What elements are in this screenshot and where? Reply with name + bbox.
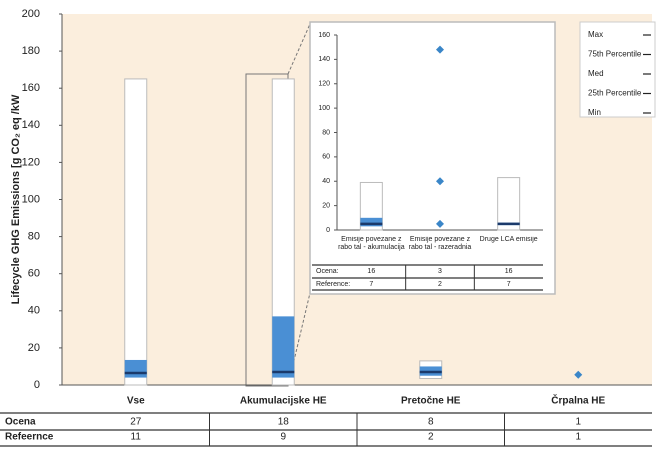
x-tick-label-box: Emisije povezane z rabo tal - razeradnia [408,236,472,251]
y-tick-label: 20 [28,342,40,354]
y-tick-label: 200 [22,8,40,20]
y-tick-label: 40 [28,305,40,317]
y-tick-label: 60 [28,268,40,280]
x-tick-label: Emisije povezane z rabo tal - razeradnia [408,236,472,251]
iqr-box [272,316,295,378]
y-tick-label: 140 [22,119,40,131]
table-cell: 27 [130,417,142,428]
table-cell: 7 [507,281,511,288]
x-tick-label: Vse [127,396,145,407]
iqr-box [124,359,147,378]
y-tick-label: 160 [22,82,40,94]
point [436,177,444,186]
y-tick-label: 40 [322,178,330,185]
legend-label: Max [588,30,603,39]
y-tick-label: 180 [22,45,40,57]
y-tick-label: 0 [326,227,330,234]
y-tick-label: 60 [322,154,330,161]
inset-panel [309,21,556,295]
table-cell: 16 [505,268,513,275]
legend-label: 75th Percentile [588,50,642,59]
range-bar [124,78,148,386]
y-axis-label: Lifecycle GHG Emissions [g CO₂ eq /kW [10,94,22,304]
x-tick-label: Emisije povezane z rabo tal - akumulacij… [338,236,405,251]
legend-box [579,21,656,118]
y-tick-label: 120 [22,156,40,168]
row-label: Ocena [5,417,36,428]
point [436,45,444,54]
y-tick-label: 100 [318,105,330,112]
table-cell: 7 [369,281,373,288]
x-tick-label-box: Emisije povezane z rabo tal - akumulacij… [338,236,405,251]
table-cell: 18 [278,417,290,428]
row-label: Refeernce [5,432,54,443]
y-tick-label: 80 [322,129,330,136]
table-cell: 9 [280,432,286,443]
row-label: Ocena: [316,268,339,275]
table-cell: 2 [438,281,442,288]
table-cell: 16 [367,268,375,275]
legend-label: Min [588,108,601,117]
zoom-line [287,23,311,75]
table-cell: 3 [438,268,442,275]
row-label: Reference: [316,281,350,288]
table-cell: 2 [428,432,434,443]
y-tick-label: 100 [22,193,40,205]
table-cell: 8 [428,417,434,428]
x-tick-label: Druge LCA emisije [479,236,538,243]
y-tick-label: 120 [318,81,330,88]
range-bar [497,177,521,231]
table-cell: 1 [575,432,581,443]
x-tick-label: Črpalna HE [551,394,605,407]
point [574,370,583,379]
y-tick-label: 160 [318,32,330,39]
x-tick-label-box: Druge LCA emisije [479,236,538,243]
y-tick-label: 140 [318,56,330,63]
table-cell: 11 [131,432,142,443]
y-tick-label: 20 [322,202,330,209]
legend-label: 25th Percentile [588,89,642,98]
iqr-box [360,217,383,227]
x-tick-label: Akumulacijske HE [240,396,327,407]
y-tick-label: 80 [28,231,40,243]
x-tick-label: Pretočne HE [401,396,461,407]
y-tick-label: 0 [34,379,40,391]
range-bar [271,78,295,386]
point [436,219,444,228]
legend-label: Med [588,69,604,78]
table-cell: 1 [575,417,581,428]
